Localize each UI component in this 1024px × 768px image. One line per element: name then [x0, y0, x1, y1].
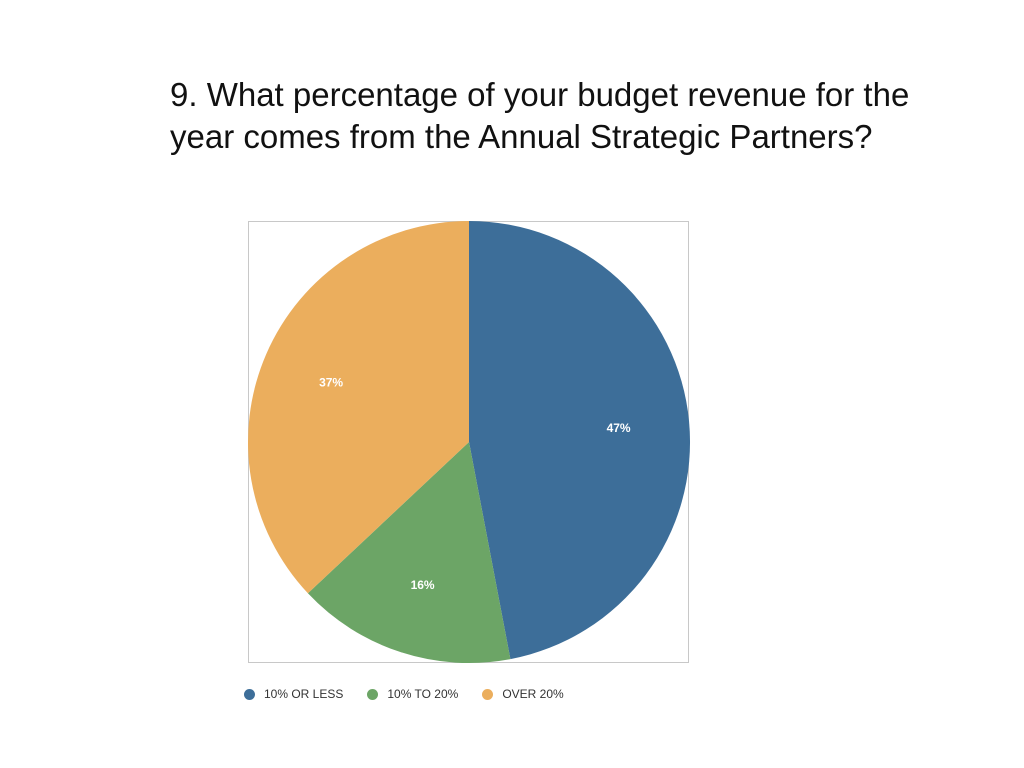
- pie-slice-label-3: 37%: [319, 375, 343, 389]
- legend-label-3: OVER 20%: [502, 687, 564, 701]
- legend-swatch-3: [482, 688, 494, 700]
- pie-slice-2: [307, 442, 511, 664]
- pie-slice-1: [469, 221, 691, 660]
- slide-title: 9. What percentage of your budget revenu…: [170, 76, 910, 155]
- pie-slices: [248, 221, 691, 664]
- legend-item-1: 10% OR LESS: [244, 687, 343, 701]
- legend-item-2: 10% TO 20%: [367, 687, 458, 701]
- legend-item-3: OVER 20%: [482, 687, 564, 701]
- chart-legend: 10% OR LESS 10% TO 20% OVER 20%: [244, 687, 564, 701]
- pie-slice-label-1: 47%: [607, 421, 631, 435]
- pie-labels: 47% 16% 37%: [319, 375, 631, 592]
- legend-swatch-2: [367, 688, 379, 700]
- pie-slice-3: [248, 221, 469, 594]
- pie-slice-label-2: 16%: [411, 578, 435, 592]
- legend-label-2: 10% TO 20%: [387, 687, 459, 701]
- legend-swatch-1: [244, 688, 255, 700]
- legend-label-1: 10% OR LESS: [264, 687, 344, 701]
